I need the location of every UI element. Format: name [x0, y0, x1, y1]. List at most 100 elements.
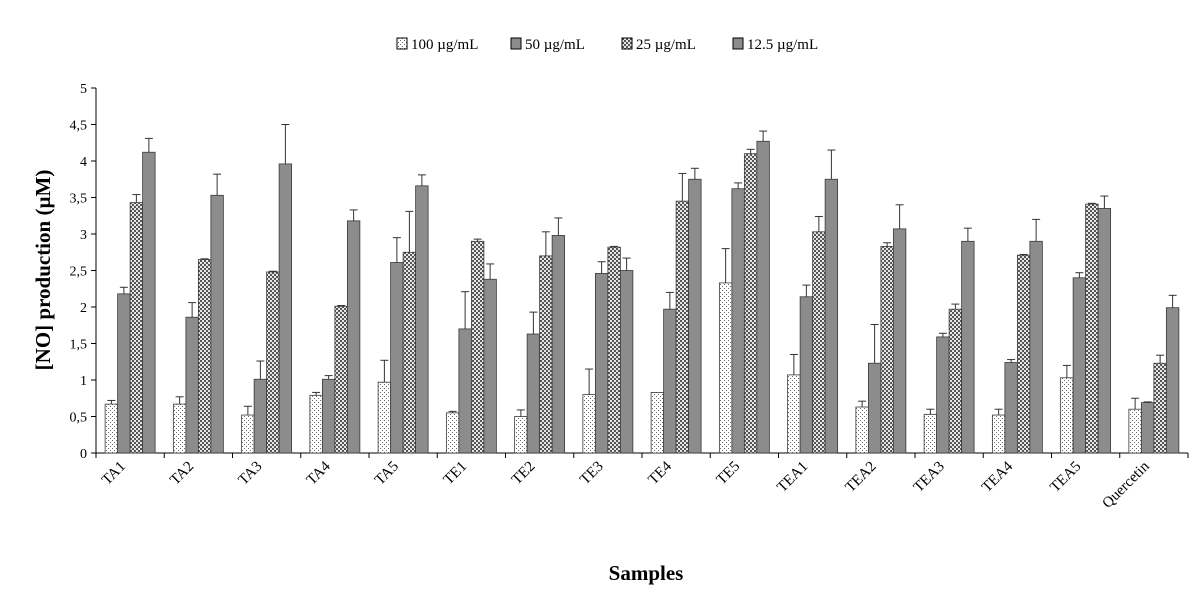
x-tick-label: TEA1 — [774, 459, 811, 496]
bar — [117, 293, 131, 454]
bar — [445, 412, 460, 454]
legend-swatch — [396, 37, 408, 50]
bar — [377, 381, 392, 454]
bar — [650, 392, 665, 454]
bar — [756, 140, 770, 454]
x-tick-label: TE4 — [645, 458, 675, 488]
bar — [961, 240, 975, 454]
legend: 100 µg/mL 50 µg/mL 25 µg/mL 12.5 µg/mL — [396, 37, 818, 53]
x-tick-label: TA4 — [304, 458, 334, 488]
bar — [688, 178, 702, 454]
legend-label: 100 µg/mL — [411, 37, 478, 53]
bar — [142, 151, 156, 454]
bar — [675, 200, 690, 454]
bar — [619, 270, 634, 454]
bar — [483, 278, 497, 454]
bar — [1072, 277, 1087, 454]
bar — [458, 328, 472, 454]
bar — [104, 403, 119, 454]
bar — [812, 231, 826, 454]
bar — [799, 296, 814, 454]
bar — [278, 163, 293, 454]
x-tick-label: Quercetin — [1100, 458, 1153, 511]
bar — [607, 246, 621, 454]
y-tick-label: 2 — [80, 301, 87, 316]
bar — [253, 378, 268, 454]
x-tick-label: TE5 — [714, 459, 744, 489]
y-tick-label: 1,5 — [70, 338, 88, 353]
bar — [185, 316, 199, 454]
bar — [880, 246, 894, 454]
bar — [539, 255, 553, 454]
bar — [415, 185, 429, 454]
bar — [241, 414, 255, 454]
y-tick-label: 4 — [80, 155, 87, 170]
bar — [197, 259, 212, 454]
bar — [1016, 254, 1031, 454]
legend-label: 50 µg/mL — [525, 37, 585, 53]
bar — [787, 374, 801, 454]
bar — [594, 273, 609, 454]
y-tick-label: 1 — [80, 374, 87, 389]
x-tick-label: TA2 — [167, 459, 197, 489]
bar — [1004, 362, 1018, 454]
x-tick-label: TE2 — [509, 459, 539, 489]
x-axis-title: Samples — [609, 561, 684, 585]
bar — [936, 336, 950, 454]
bar — [923, 413, 938, 454]
bar — [1165, 307, 1180, 454]
y-tick-label: 0 — [80, 447, 87, 462]
y-tick-label: 5 — [80, 82, 87, 97]
x-tick-label: TE3 — [577, 459, 607, 489]
bar — [129, 202, 144, 454]
x-tick-label: TA5 — [372, 459, 402, 489]
y-tick-label: 2,5 — [70, 265, 88, 280]
bar — [1128, 408, 1142, 454]
x-tick-label: TE1 — [441, 459, 471, 489]
bar — [991, 414, 1006, 454]
bar — [470, 240, 485, 454]
bar — [309, 394, 323, 454]
bar — [334, 305, 348, 454]
bar — [526, 333, 541, 454]
bar — [266, 271, 280, 454]
bar — [1060, 377, 1074, 454]
x-tick-label: TA1 — [99, 459, 129, 489]
bar — [1153, 362, 1167, 454]
y-tick-label: 0,5 — [70, 411, 88, 426]
bar — [514, 416, 528, 454]
bar — [172, 403, 187, 454]
bar — [892, 228, 907, 454]
bar — [663, 308, 677, 454]
x-tick-label: TA3 — [236, 459, 266, 489]
legend-label: 25 µg/mL — [636, 37, 696, 53]
bar — [390, 262, 404, 454]
bar — [402, 251, 417, 454]
bar — [346, 220, 361, 454]
x-tick-label: TEA2 — [842, 459, 879, 496]
bar — [731, 188, 745, 454]
bar — [855, 406, 869, 454]
legend-label: 12.5 µg/mL — [747, 37, 818, 53]
legend-swatch — [732, 37, 744, 50]
bar — [718, 282, 733, 454]
legend-swatch — [621, 37, 633, 50]
x-tick-label: TEA4 — [979, 458, 1017, 496]
x-tick-label: TEA5 — [1047, 459, 1084, 496]
bar — [551, 235, 566, 454]
y-tick-label: 3,5 — [70, 192, 88, 207]
bar — [1029, 240, 1043, 454]
bar — [321, 378, 336, 454]
bars — [104, 124, 1180, 454]
bar — [1097, 208, 1112, 454]
bar — [210, 194, 224, 454]
x-tick-label: TEA3 — [911, 459, 948, 496]
y-axis-title: [NO] production (µM) — [31, 170, 55, 371]
bar — [824, 178, 839, 454]
y-tick-label: 3 — [80, 228, 87, 243]
bar — [867, 362, 882, 454]
legend-swatch — [510, 37, 522, 50]
bar — [743, 153, 758, 454]
y-tick-label: 4,5 — [70, 119, 88, 134]
